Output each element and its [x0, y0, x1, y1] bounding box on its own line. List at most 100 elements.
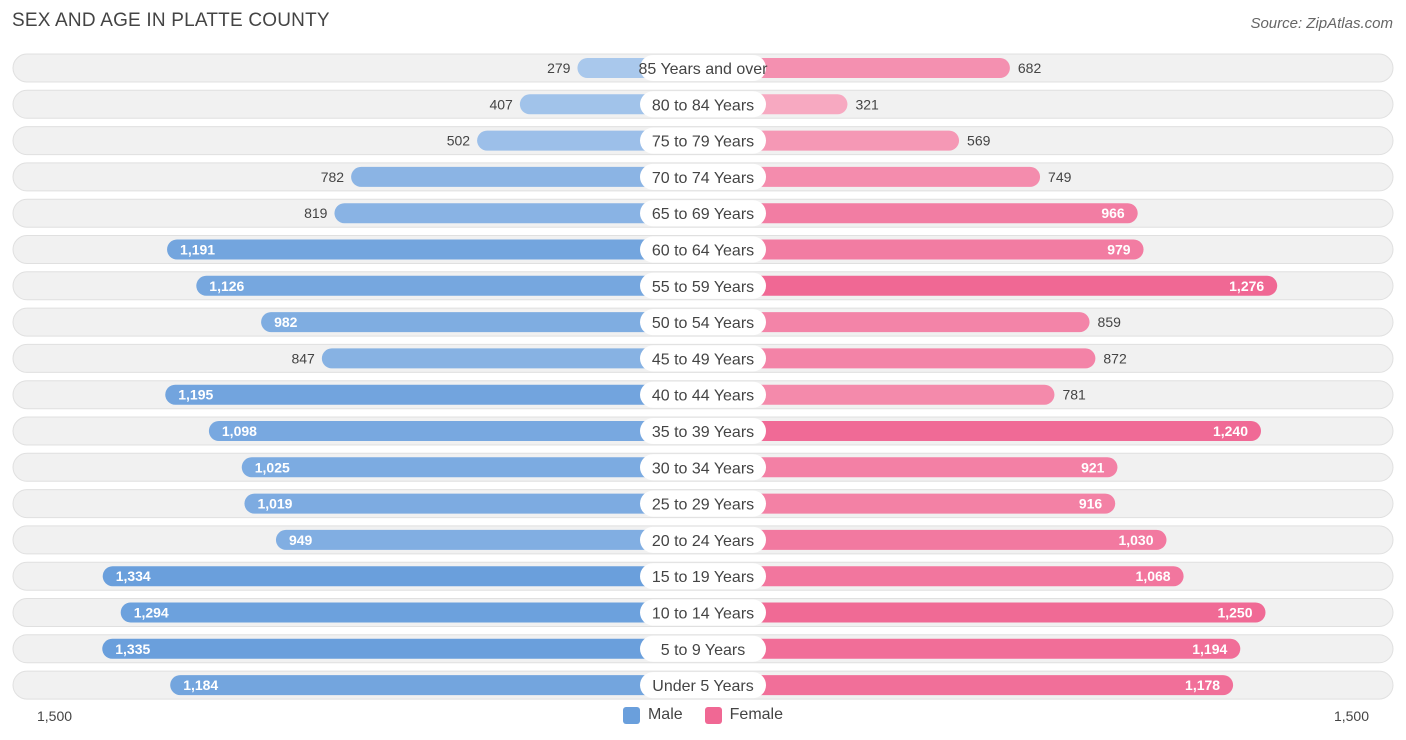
female-bar[interactable] [703, 203, 1138, 224]
female-value-label: 966 [1101, 205, 1125, 221]
category-label: 80 to 84 Years [652, 97, 754, 114]
category-label: 40 to 44 Years [652, 388, 754, 405]
male-bar[interactable] [120, 602, 703, 623]
male-value-label: 407 [489, 96, 513, 112]
category-label: Under 5 Years [652, 678, 753, 695]
category-label: 15 to 19 Years [652, 569, 754, 586]
legend-item-male[interactable]: Male [622, 706, 683, 724]
category-label: 5 to 9 Years [661, 642, 746, 659]
female-value-label: 859 [1098, 314, 1122, 330]
female-value-label: 979 [1107, 242, 1131, 258]
female-bar[interactable] [703, 529, 1167, 550]
male-value-label: 1,184 [183, 677, 218, 693]
male-bar[interactable] [102, 566, 703, 587]
category-label: 85 Years and over [639, 61, 769, 78]
male-bar[interactable] [167, 239, 704, 260]
female-bar[interactable] [703, 493, 1116, 514]
male-bar[interactable] [196, 275, 704, 296]
male-bar[interactable] [261, 312, 703, 333]
female-value-label: 569 [967, 133, 991, 149]
male-swatch [622, 706, 640, 724]
axis-label-left: 1,500 [37, 708, 72, 724]
category-label: 30 to 34 Years [652, 460, 754, 477]
category-label-pill [640, 91, 766, 118]
female-bar[interactable] [703, 348, 1096, 369]
female-value-label: 1,194 [1192, 641, 1227, 657]
female-value-label: 872 [1103, 350, 1127, 366]
female-bar[interactable] [703, 566, 1184, 587]
female-value-label: 1,030 [1118, 532, 1153, 548]
category-label: 75 to 79 Years [652, 134, 754, 151]
male-bar[interactable] [321, 348, 703, 369]
category-label: 10 to 14 Years [652, 606, 754, 623]
male-value-label: 1,191 [180, 242, 215, 258]
female-value-label: 916 [1079, 496, 1103, 512]
male-bar[interactable] [334, 203, 703, 224]
female-bar[interactable] [703, 457, 1118, 478]
female-bar[interactable] [703, 421, 1261, 441]
legend-item-female[interactable]: Female [704, 706, 784, 724]
male-value-label: 1,195 [178, 387, 213, 403]
female-value-label: 321 [855, 96, 879, 112]
category-label-pill [640, 635, 766, 662]
category-label-pill [640, 272, 766, 299]
male-bar[interactable] [170, 675, 703, 696]
category-label-pill [640, 418, 766, 444]
female-value-label: 781 [1062, 387, 1086, 403]
male-value-label: 279 [547, 60, 571, 76]
category-label-pill [640, 127, 766, 154]
female-bar[interactable] [703, 602, 1266, 623]
category-label-pill [640, 163, 766, 190]
female-value-label: 682 [1018, 60, 1042, 76]
female-bar[interactable] [703, 58, 1010, 78]
female-bar[interactable] [703, 638, 1241, 659]
category-label: 60 to 64 Years [652, 243, 754, 260]
female-value-label: 749 [1048, 169, 1072, 185]
category-label-pill [640, 236, 766, 263]
female-value-label: 1,250 [1217, 605, 1252, 621]
male-value-label: 949 [289, 532, 313, 548]
legend-male-label: Male [647, 706, 683, 723]
female-value-label: 1,276 [1229, 278, 1264, 294]
female-bar[interactable] [703, 130, 960, 151]
male-bar[interactable] [351, 166, 703, 187]
axis-label-right: 1,500 [1334, 708, 1369, 724]
male-bar[interactable] [165, 384, 703, 405]
female-bar[interactable] [703, 675, 1234, 696]
male-bar[interactable] [102, 638, 703, 659]
male-bar[interactable] [244, 493, 703, 514]
male-value-label: 847 [291, 350, 315, 366]
category-label: 50 to 54 Years [652, 315, 754, 332]
male-value-label: 819 [304, 205, 328, 221]
female-swatch [704, 706, 722, 724]
category-label-pill [640, 309, 766, 336]
male-value-label: 1,025 [255, 459, 290, 475]
category-label-pill [640, 563, 766, 590]
category-label-pill [640, 55, 766, 81]
male-bar[interactable] [208, 421, 703, 441]
category-label-pill [640, 599, 766, 626]
male-bar[interactable] [241, 457, 703, 478]
male-value-label: 982 [274, 314, 298, 330]
male-value-label: 1,335 [115, 641, 150, 657]
category-label: 35 to 39 Years [652, 424, 754, 441]
category-label: 70 to 74 Years [652, 170, 754, 187]
female-value-label: 1,240 [1213, 423, 1248, 439]
category-label-pill [640, 200, 766, 227]
female-bar[interactable] [703, 239, 1144, 260]
female-bar[interactable] [703, 275, 1278, 296]
category-label-pill [640, 454, 766, 481]
male-bar[interactable] [275, 529, 703, 550]
category-label-pill [640, 672, 766, 699]
category-label: 55 to 59 Years [652, 279, 754, 296]
female-value-label: 1,068 [1136, 568, 1171, 584]
female-bar[interactable] [703, 384, 1055, 405]
category-label-pill [640, 526, 766, 553]
male-value-label: 1,019 [257, 496, 292, 512]
category-label: 25 to 29 Years [652, 497, 754, 514]
female-bar[interactable] [703, 166, 1041, 187]
female-value-label: 921 [1081, 459, 1105, 475]
legend-female-label: Female [729, 706, 784, 723]
female-bar[interactable] [703, 312, 1090, 333]
